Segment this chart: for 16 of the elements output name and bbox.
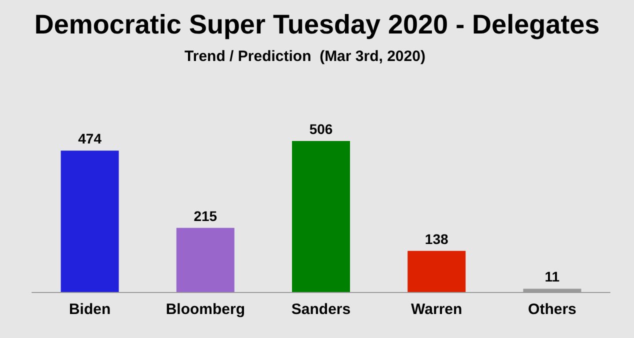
x-tick-label: Bloomberg	[166, 301, 245, 318]
data-label: 11	[544, 268, 560, 285]
bar	[408, 250, 466, 292]
bar	[60, 150, 119, 292]
data-label: 215	[194, 208, 218, 224]
bar	[292, 141, 350, 292]
data-label: 138	[424, 230, 448, 247]
bar	[176, 228, 234, 292]
x-tick-label: Sanders	[291, 301, 351, 318]
chart-subtitle: Trend / Prediction (Mar 3rd, 2020)	[184, 48, 426, 65]
data-label: 506	[309, 121, 333, 138]
data-label: 474	[78, 130, 102, 147]
x-tick-label: Biden	[68, 301, 111, 318]
x-tick-label: Others	[528, 301, 576, 318]
x-tick-label: Warren	[411, 301, 462, 318]
chart-title: Democratic Super Tuesday 2020 - Delegates	[34, 10, 600, 40]
